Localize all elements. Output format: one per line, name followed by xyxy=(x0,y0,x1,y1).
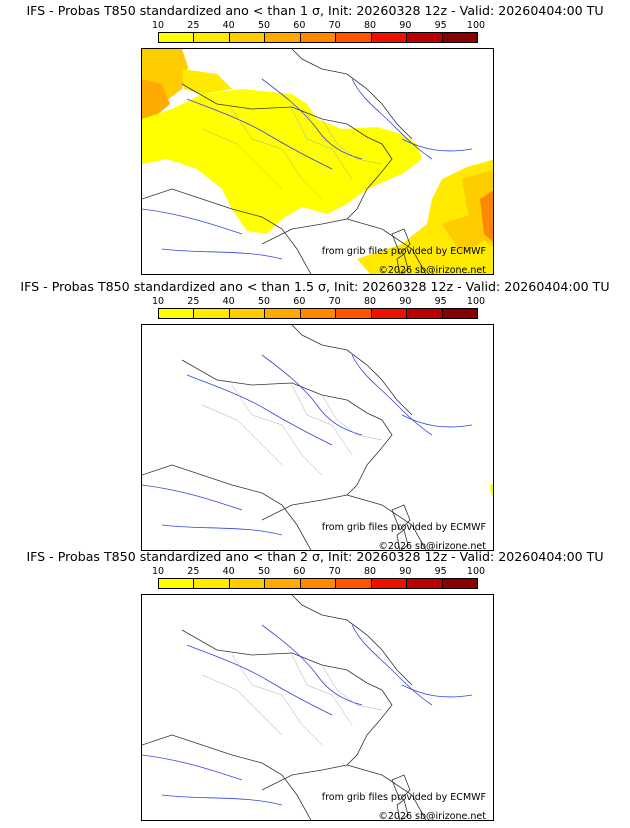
colorbar-swatch xyxy=(229,33,266,42)
colorbar-tick-label: 40 xyxy=(222,20,235,31)
colorbar-swatch xyxy=(159,33,195,42)
colorbar-swatch xyxy=(159,309,195,318)
colorbar-swatch xyxy=(265,309,301,318)
colorbar-tick-label: 10 xyxy=(151,566,165,577)
country-borders xyxy=(142,325,427,550)
country-borders xyxy=(142,49,427,274)
rivers xyxy=(142,624,473,806)
colorbar-swatch xyxy=(407,309,443,318)
colorbar-tick-label: 70 xyxy=(328,20,341,31)
colorbar-tick-label: 70 xyxy=(328,566,341,577)
probability-fill xyxy=(490,483,493,496)
colorbar-tick-label: 60 xyxy=(293,20,306,31)
colorbar-swatch xyxy=(300,309,337,318)
country-borders xyxy=(142,595,427,820)
colorbar-swatch xyxy=(336,309,372,318)
colorbar-tick-label: 10 xyxy=(151,20,165,31)
colorbar-tick-label: 80 xyxy=(363,20,377,31)
colorbar-swatch xyxy=(194,33,230,42)
colorbar-tick-label: 90 xyxy=(399,296,412,307)
colorbar-tick-label: 40 xyxy=(222,566,235,577)
colorbar-swatch xyxy=(442,579,477,588)
panel-title: IFS - Probas T850 standardized ano < tha… xyxy=(26,549,604,564)
colorbar-swatch xyxy=(194,309,230,318)
colorbar-swatch xyxy=(371,309,408,318)
colorbar-swatch xyxy=(407,579,443,588)
colorbar-tick-label: 25 xyxy=(187,20,200,31)
colorbar-tick-label: 90 xyxy=(399,566,412,577)
colorbar-tick-label: 25 xyxy=(187,566,200,577)
panel-title: IFS - Probas T850 standardized ano < tha… xyxy=(26,3,604,18)
colorbar-swatch xyxy=(407,33,443,42)
colorbar-tick-label: 100 xyxy=(466,296,486,307)
colorbar-tick-label: 50 xyxy=(257,566,271,577)
colorbar-swatch xyxy=(336,33,372,42)
colorbar-swatch xyxy=(229,309,266,318)
map-panel-2: IFS - Probas T850 standardized ano < tha… xyxy=(0,276,630,552)
colorbar-tick-label: 80 xyxy=(363,566,377,577)
colorbar-tick-label: 80 xyxy=(363,296,377,307)
colorbar-tick-label: 90 xyxy=(399,20,412,31)
colorbar-tick-label: 95 xyxy=(434,20,447,31)
map-panel-1: IFS - Probas T850 standardized ano < tha… xyxy=(0,0,630,276)
colorbar-tick-label: 95 xyxy=(434,296,447,307)
colorbar-swatch xyxy=(371,33,408,42)
source-credit: from grib files provided by ECMWF xyxy=(321,246,486,257)
colorbar-tick-label: 70 xyxy=(328,296,341,307)
region-borders xyxy=(201,108,383,200)
colorbar xyxy=(158,308,478,319)
colorbar-swatch xyxy=(194,579,230,588)
map-panel-3: IFS - Probas T850 standardized ano < tha… xyxy=(0,546,630,822)
colorbar-tick-label: 60 xyxy=(293,296,306,307)
colorbar-tick-label: 10 xyxy=(151,296,165,307)
region-borders xyxy=(201,654,383,746)
colorbar-tick-label: 50 xyxy=(257,20,271,31)
probability-map: from grib files provided by ECMWF ©2026 … xyxy=(141,48,494,275)
panel-title: IFS - Probas T850 standardized ano < tha… xyxy=(20,279,610,294)
copyright-label: ©2026 sb@irizone.net xyxy=(378,811,486,821)
rivers xyxy=(142,354,473,536)
colorbar-swatch xyxy=(442,309,477,318)
colorbar-labels: 10 25 40 50 60 70 80 90 95 100 xyxy=(152,566,485,577)
rivers xyxy=(142,78,473,260)
colorbar-tick-label: 25 xyxy=(187,296,200,307)
probability-map: from grib files provided by ECMWF ©2026 … xyxy=(141,324,494,551)
colorbar-tick-label: 60 xyxy=(293,566,306,577)
colorbar xyxy=(158,32,478,43)
source-credit: from grib files provided by ECMWF xyxy=(321,522,486,533)
colorbar-swatch xyxy=(265,33,301,42)
region-borders xyxy=(201,384,383,476)
probability-map: from grib files provided by ECMWF ©2026 … xyxy=(141,594,494,821)
colorbar-tick-label: 100 xyxy=(466,566,486,577)
colorbar-tick-label: 95 xyxy=(434,566,447,577)
colorbar-tick-label: 40 xyxy=(222,296,235,307)
source-credit: from grib files provided by ECMWF xyxy=(321,792,486,803)
colorbar-swatch xyxy=(300,579,337,588)
colorbar-swatch xyxy=(336,579,372,588)
colorbar-swatch xyxy=(159,579,195,588)
colorbar-labels: 10 25 40 50 60 70 80 90 95 100 xyxy=(152,20,485,31)
copyright-label: ©2026 sb@irizone.net xyxy=(378,265,486,275)
colorbar-labels: 10 25 40 50 60 70 80 90 95 100 xyxy=(152,296,485,307)
colorbar xyxy=(158,578,478,589)
probability-fill xyxy=(142,49,493,274)
colorbar-tick-label: 50 xyxy=(257,296,271,307)
colorbar-tick-label: 100 xyxy=(466,20,486,31)
colorbar-swatch xyxy=(442,33,477,42)
colorbar-swatch xyxy=(300,33,337,42)
colorbar-swatch xyxy=(371,579,408,588)
colorbar-swatch xyxy=(265,579,301,588)
copyright-label: ©2026 sb@irizone.net xyxy=(378,541,486,551)
colorbar-swatch xyxy=(229,579,266,588)
